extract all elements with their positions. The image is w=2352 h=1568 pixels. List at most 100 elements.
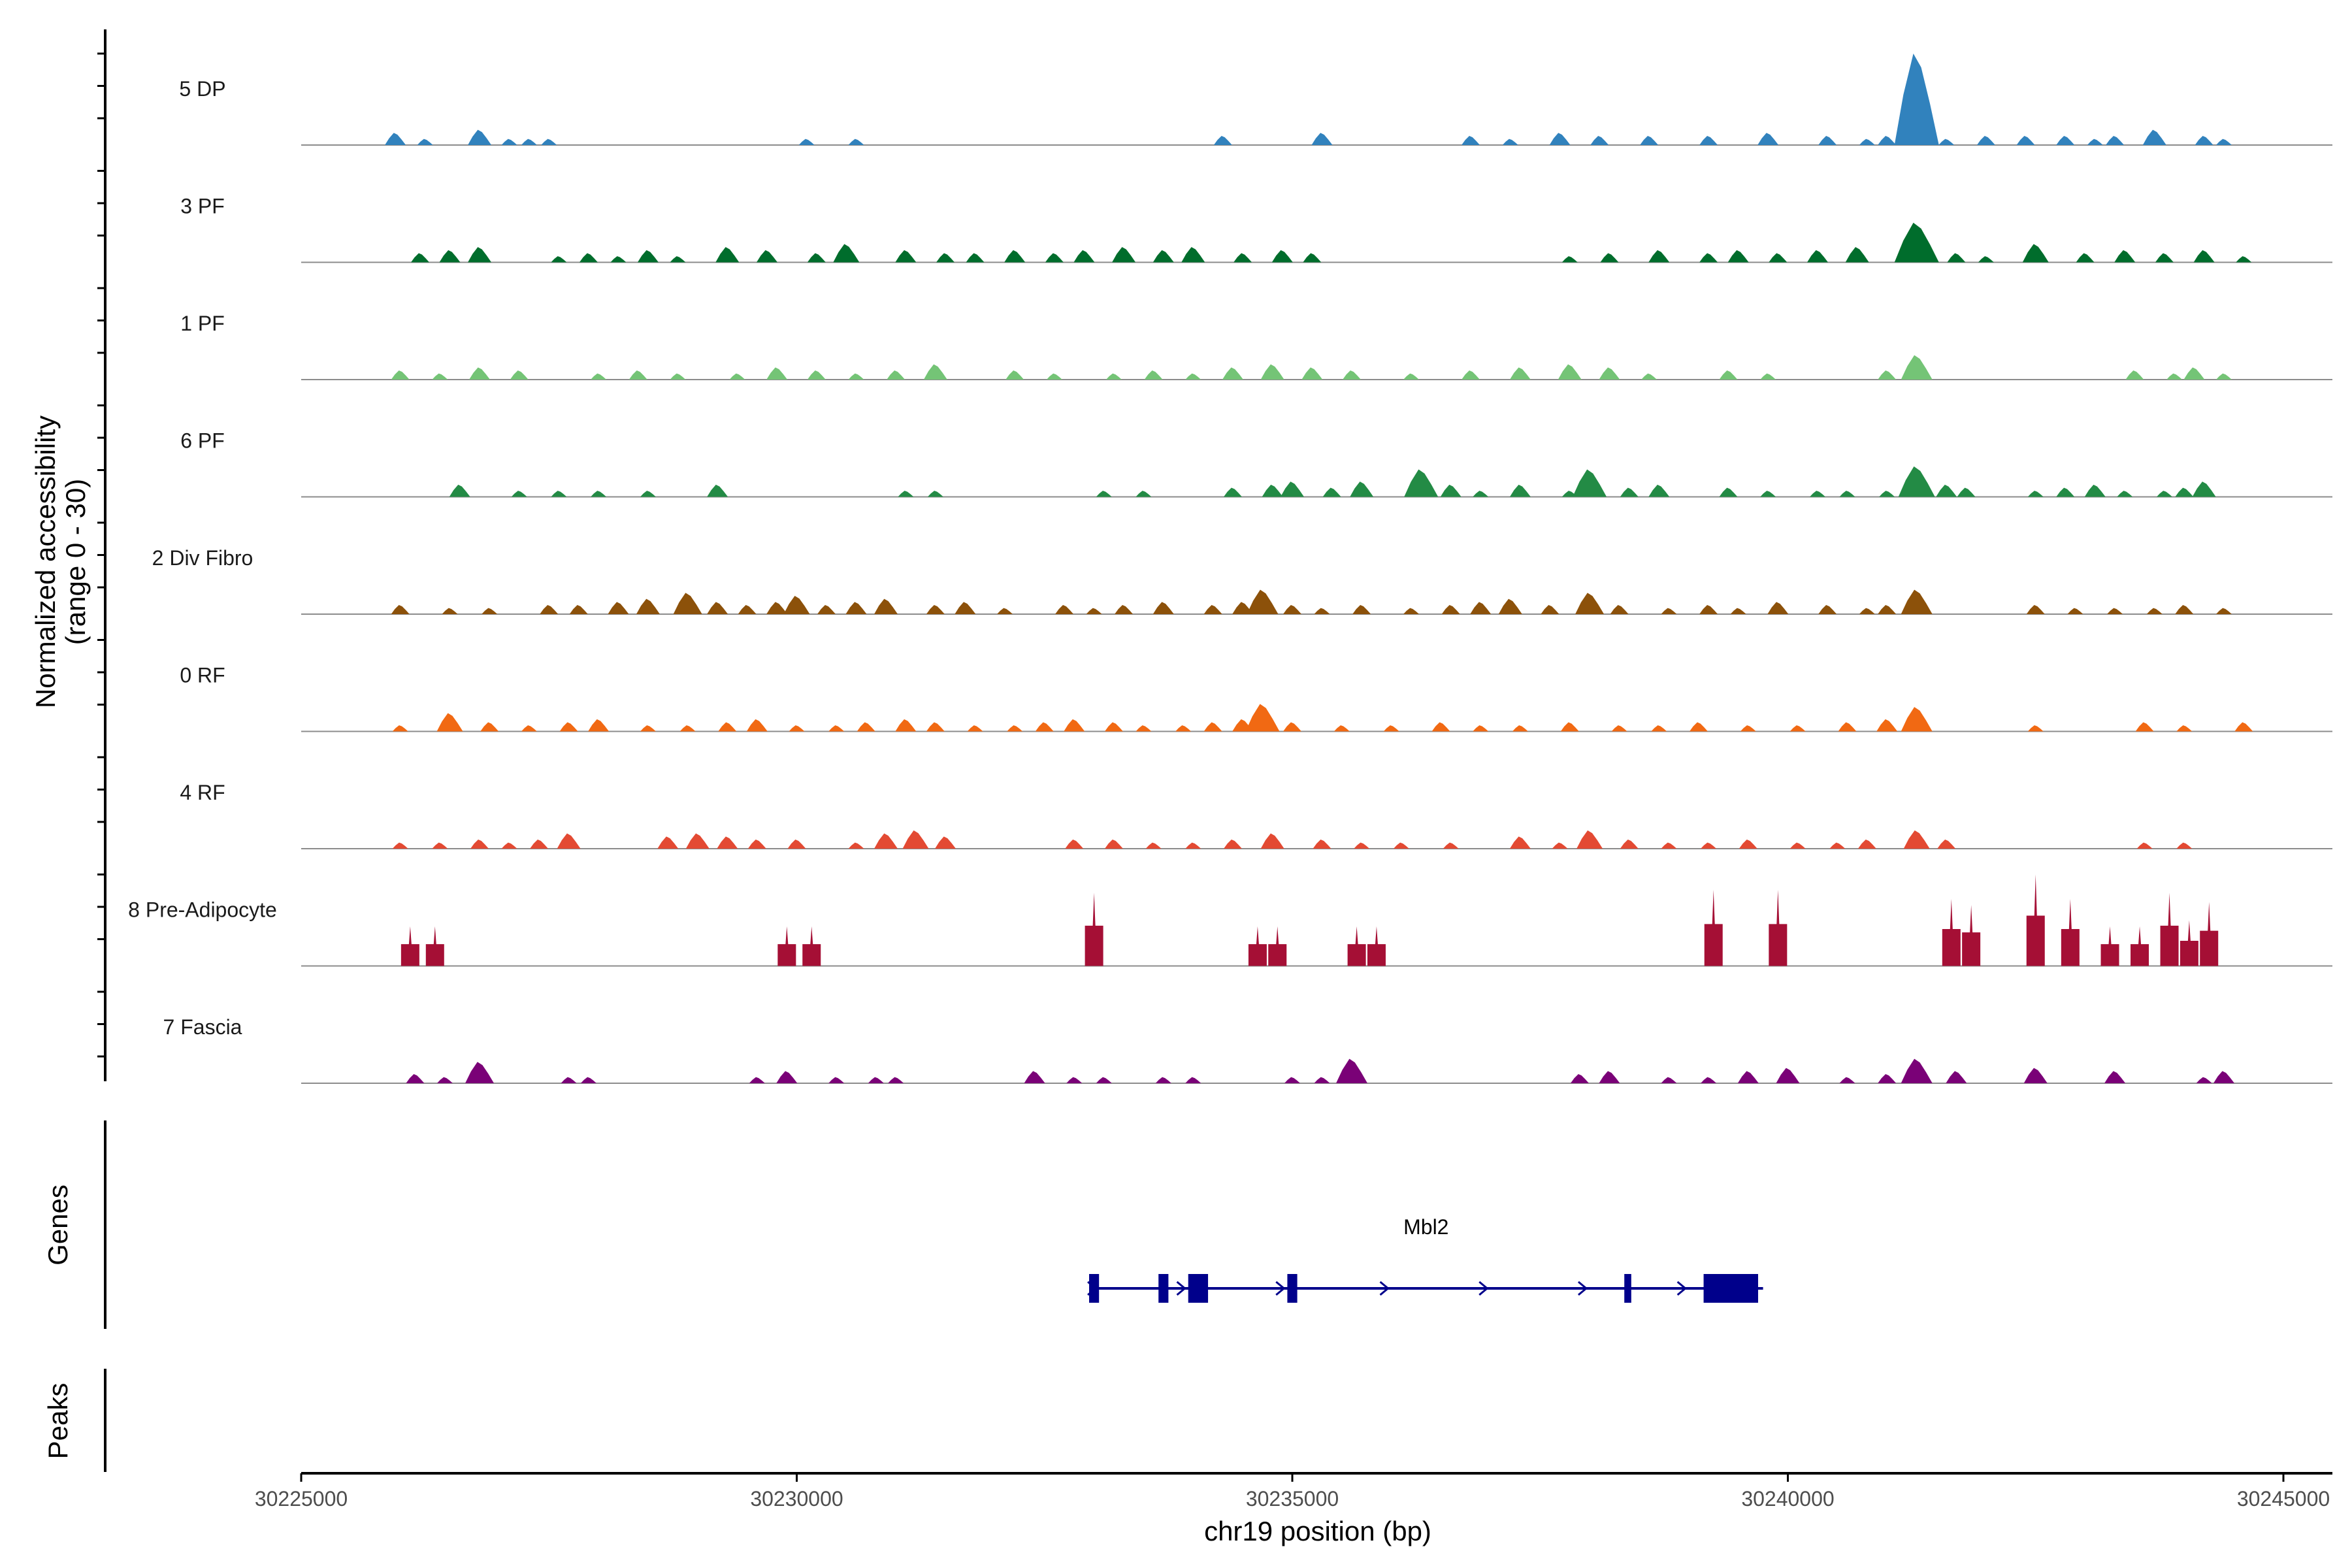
coverage-peak	[2107, 608, 2123, 614]
coverage-peak	[2155, 253, 2174, 263]
coverage-peak	[432, 373, 448, 380]
coverage-peak	[1878, 605, 1897, 614]
coverage-peak	[1112, 247, 1136, 263]
coverage-peak	[1942, 898, 1961, 966]
coverage-peak	[1135, 725, 1152, 732]
coverage-peak	[2027, 491, 2044, 497]
coverage-peak	[1610, 605, 1629, 614]
coverage-peak	[1473, 725, 1489, 732]
coverage-peak	[2061, 898, 2080, 966]
coverage-peak	[1145, 842, 1162, 849]
coverage-peak	[1769, 889, 1788, 966]
coverage-peak	[417, 139, 433, 145]
coverage-peak	[1085, 892, 1103, 966]
coverage-peak	[436, 713, 463, 732]
coverage-peak	[1640, 136, 1659, 145]
coverage-peak	[1223, 487, 1242, 497]
coverage-peak	[1313, 840, 1331, 849]
coverage-peak	[2142, 129, 2166, 145]
coverage-peak	[2176, 842, 2193, 849]
track-label: 7 Fascia	[163, 1015, 242, 1039]
coverage-peak	[715, 247, 740, 263]
coverage-peak	[1957, 487, 1976, 497]
coverage-peak	[392, 725, 408, 732]
coverage-peak	[1976, 136, 1995, 145]
coverage-peak	[2175, 487, 2194, 497]
coverage-peak	[718, 722, 737, 732]
coverage-peak	[1561, 256, 1578, 263]
coverage-peak	[1271, 250, 1293, 263]
coverage-peak	[1575, 593, 1605, 614]
coverage-peak	[776, 1071, 798, 1083]
coverage-peak	[2200, 902, 2219, 966]
coverage-peak	[1901, 355, 1933, 380]
gene-name-label: Mbl2	[1403, 1215, 1448, 1239]
coverage-peak	[1898, 466, 1935, 497]
coverage-peak	[1901, 707, 1933, 732]
coverage-peak	[738, 605, 757, 614]
coverage-peak	[1879, 491, 1895, 497]
track-9: 7 Fascia	[163, 1015, 2332, 1084]
coverage-peak	[432, 842, 448, 849]
coverage-peak	[1818, 136, 1837, 145]
peaks-panel: Peaks	[42, 1369, 106, 1472]
genes-panel-label: Genes	[42, 1184, 73, 1266]
coverage-peak	[636, 598, 660, 614]
coverage-peak	[2100, 926, 2119, 966]
coverage-peak	[1462, 370, 1480, 380]
coverage-peak	[1283, 605, 1301, 614]
coverage-peak	[707, 484, 728, 497]
coverage-peak	[1661, 1077, 1677, 1083]
coverage-peak	[1502, 139, 1518, 145]
coverage-peak	[2236, 256, 2252, 263]
coverage-peak	[2114, 250, 2136, 263]
coverage-peak	[802, 926, 821, 966]
coverage-peak	[1549, 133, 1571, 145]
coverage-peak	[1590, 136, 1609, 145]
coverage-peak	[411, 253, 430, 263]
coverage-peak	[1947, 253, 1966, 263]
coverage-tracks: 5 DP 3 PF 1 PF 6 PF 2 Div Fibro 0 RF 4 RF 8 Pre…	[128, 54, 2332, 1084]
coverage-peak	[1699, 605, 1718, 614]
strand-arrow-icon	[1087, 1281, 1098, 1296]
coverage-peak	[817, 605, 836, 614]
coverage-peak	[1268, 926, 1287, 966]
coverage-peak	[1185, 842, 1201, 849]
coverage-peak	[1498, 598, 1522, 614]
track-label: 1 PF	[180, 312, 225, 335]
coverage-peak	[1876, 719, 1898, 732]
coverage-peak	[385, 133, 406, 145]
strand-arrow-icon	[1676, 1281, 1687, 1296]
coverage-peak	[868, 1077, 884, 1083]
track-5: 2 Div Fibro	[152, 546, 2332, 615]
coverage-peak	[1509, 836, 1531, 849]
coverage-peak	[2156, 491, 2172, 497]
coverage-peak	[1600, 253, 1619, 263]
coverage-peak	[468, 129, 492, 145]
x-tick-label: 30240000	[1741, 1487, 1834, 1511]
track-label: 8 Pre-Adipocyte	[128, 898, 277, 922]
coverage-peak	[1978, 256, 1994, 263]
coverage-peak	[501, 842, 517, 849]
coverage-peak	[2026, 874, 2045, 966]
coverage-peak	[1789, 842, 1806, 849]
coverage-peak	[1857, 840, 1876, 849]
coverage-peak	[1055, 605, 1074, 614]
coverage-peak	[845, 602, 867, 614]
coverage-peak	[1648, 250, 1670, 263]
coverage-peak	[629, 370, 647, 380]
coverage-peak	[2195, 136, 2213, 145]
coverage-panel: Normalized accessibility (range 0 - 30) …	[30, 29, 2332, 1084]
x-tick-label: 30245000	[2237, 1487, 2330, 1511]
coverage-peak	[1152, 250, 1174, 263]
coverage-peak	[1066, 1077, 1083, 1083]
coverage-peak	[540, 605, 559, 614]
coverage-peak	[1727, 250, 1749, 263]
strand-arrow-icon	[1176, 1281, 1186, 1296]
coverage-peak	[2213, 1071, 2234, 1083]
track-label: 5 DP	[179, 77, 225, 101]
track-7: 4 RF	[180, 781, 2332, 849]
coverage-peak	[1185, 1077, 1201, 1083]
coverage-peak	[1064, 719, 1085, 732]
coverage-peak	[1719, 370, 1738, 380]
